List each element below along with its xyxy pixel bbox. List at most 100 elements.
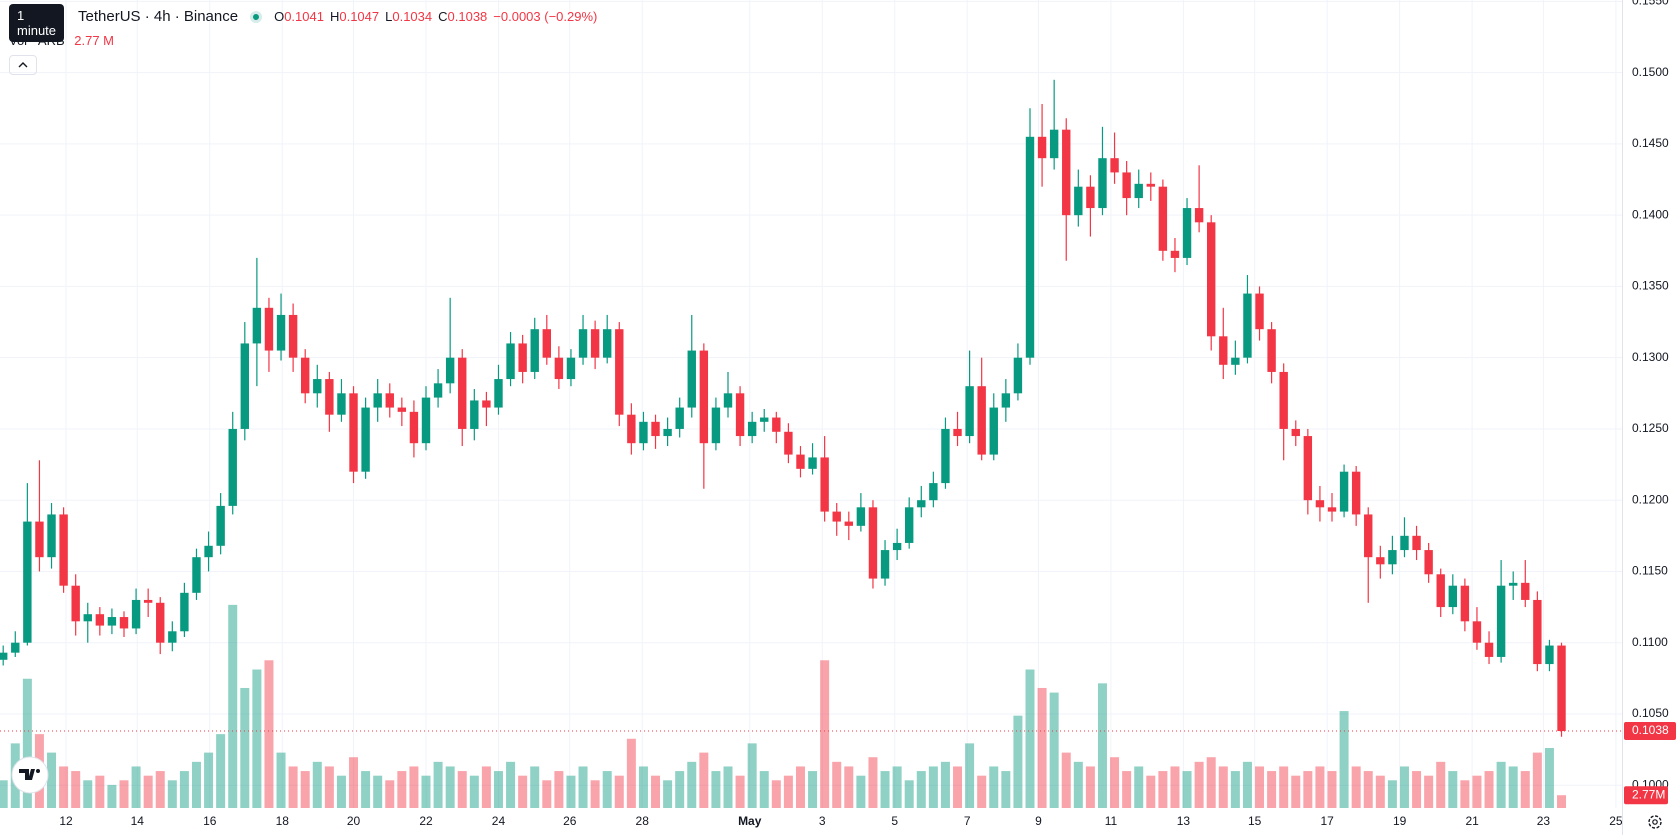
change: −0.0003 (−0.29%): [493, 9, 598, 24]
volume-bar: [832, 761, 842, 808]
x-tick-label: 14: [131, 814, 145, 828]
x-tick-label: 19: [1393, 814, 1407, 828]
volume-bar: [1315, 766, 1325, 808]
candle-body: [880, 550, 890, 579]
volume-bar: [928, 766, 938, 808]
candle-body: [1521, 582, 1530, 600]
candle-body: [83, 614, 92, 622]
x-tick-label: 15: [1248, 814, 1262, 828]
logo-dot: [36, 769, 40, 773]
volume-bar: [397, 771, 407, 808]
candle-body: [337, 393, 346, 415]
volume-bar: [361, 771, 371, 808]
candle-body: [11, 642, 20, 653]
volume-bar: [844, 766, 854, 808]
candle-body: [1255, 293, 1264, 330]
candle-body: [385, 393, 394, 408]
candle-body: [252, 307, 262, 344]
volume-bar: [1049, 692, 1059, 808]
volume-bar: [228, 604, 238, 808]
volume-bar: [47, 752, 57, 808]
candle-body: [349, 393, 358, 472]
x-tick-label: 28: [636, 814, 650, 828]
volume-axis-label: 2.77M: [1632, 787, 1665, 801]
candle-body: [47, 514, 56, 558]
volume-bar: [1097, 683, 1107, 808]
candle-body: [1303, 436, 1313, 501]
volume-bar: [783, 775, 793, 808]
volume-bar: [469, 775, 479, 808]
volume-bar: [699, 752, 709, 808]
collapse-button[interactable]: [9, 55, 37, 75]
volume-bar: [204, 752, 214, 808]
candle-body: [735, 393, 745, 437]
volume-bar: [433, 761, 443, 808]
volume-bar: [1496, 761, 1506, 808]
volume-bar: [1013, 715, 1023, 808]
y-tick-label: 0.1050: [1632, 706, 1669, 720]
volume-bar: [590, 780, 600, 808]
high-value: 0.1047: [339, 9, 380, 24]
tradingview-logo[interactable]: [11, 756, 49, 794]
candle-body: [1170, 250, 1180, 258]
candle-body: [1557, 645, 1566, 732]
volume-bar: [578, 766, 588, 808]
volume-bar: [892, 766, 902, 808]
candle-body: [470, 400, 479, 429]
candle-body: [941, 428, 950, 484]
volume-bar: [868, 757, 878, 808]
candle-body: [1545, 645, 1554, 665]
volume-bar: [1001, 771, 1011, 808]
volume-bar: [155, 771, 165, 808]
x-tick-label: 17: [1320, 814, 1334, 828]
volume-bar: [1025, 669, 1035, 808]
y-tick-label: 0.1550: [1632, 0, 1669, 8]
candle-body: [1062, 129, 1071, 216]
candle-body: [1122, 172, 1131, 199]
candle-body: [1509, 582, 1518, 586]
volume-bar: [602, 771, 612, 808]
candle-body: [506, 343, 515, 380]
open-prefix: O: [274, 9, 285, 24]
candle-body: [301, 357, 310, 394]
volume-bar: [663, 780, 673, 808]
volume-bar: [1122, 771, 1132, 808]
y-tick-label: 0.1500: [1632, 65, 1669, 79]
candle-body: [1400, 535, 1409, 551]
volume-bar: [191, 761, 201, 808]
x-tick-label: 23: [1537, 814, 1551, 828]
volume-bar: [1339, 711, 1349, 808]
volume-bar: [167, 780, 177, 808]
volume-bar: [711, 771, 721, 808]
volume-bar: [1146, 775, 1156, 808]
candle-body: [240, 343, 249, 429]
volume-bar: [336, 775, 346, 808]
volume-bar: [300, 771, 310, 808]
candle-body: [1388, 550, 1397, 565]
candle-body: [651, 421, 660, 437]
candle-body: [313, 379, 322, 394]
volume-bar: [1242, 761, 1252, 808]
volume-bar: [1230, 771, 1240, 808]
candle-body: [192, 557, 201, 593]
candle-body: [953, 428, 962, 437]
volume-bar: [1158, 771, 1168, 808]
gear-inner: [1652, 819, 1658, 825]
settings-button[interactable]: [1648, 815, 1662, 829]
volume-bar: [1351, 766, 1361, 808]
candle-body: [905, 507, 914, 543]
candle-body: [711, 407, 721, 444]
symbol[interactable]: TetherUS · 4h · Binance: [78, 8, 239, 25]
candle-body: [965, 386, 974, 437]
candle-body: [1158, 186, 1168, 251]
volume-bar: [795, 766, 805, 808]
volume-bar: [119, 780, 129, 808]
candle-body: [1484, 642, 1494, 657]
candle-body: [264, 307, 274, 351]
volume-bar: [1508, 766, 1518, 808]
tooltip: 1 minute: [9, 4, 65, 42]
volume-bar: [288, 766, 298, 808]
candle-body: [458, 357, 467, 429]
candle-body: [1448, 585, 1457, 608]
volume-bar: [83, 780, 93, 808]
